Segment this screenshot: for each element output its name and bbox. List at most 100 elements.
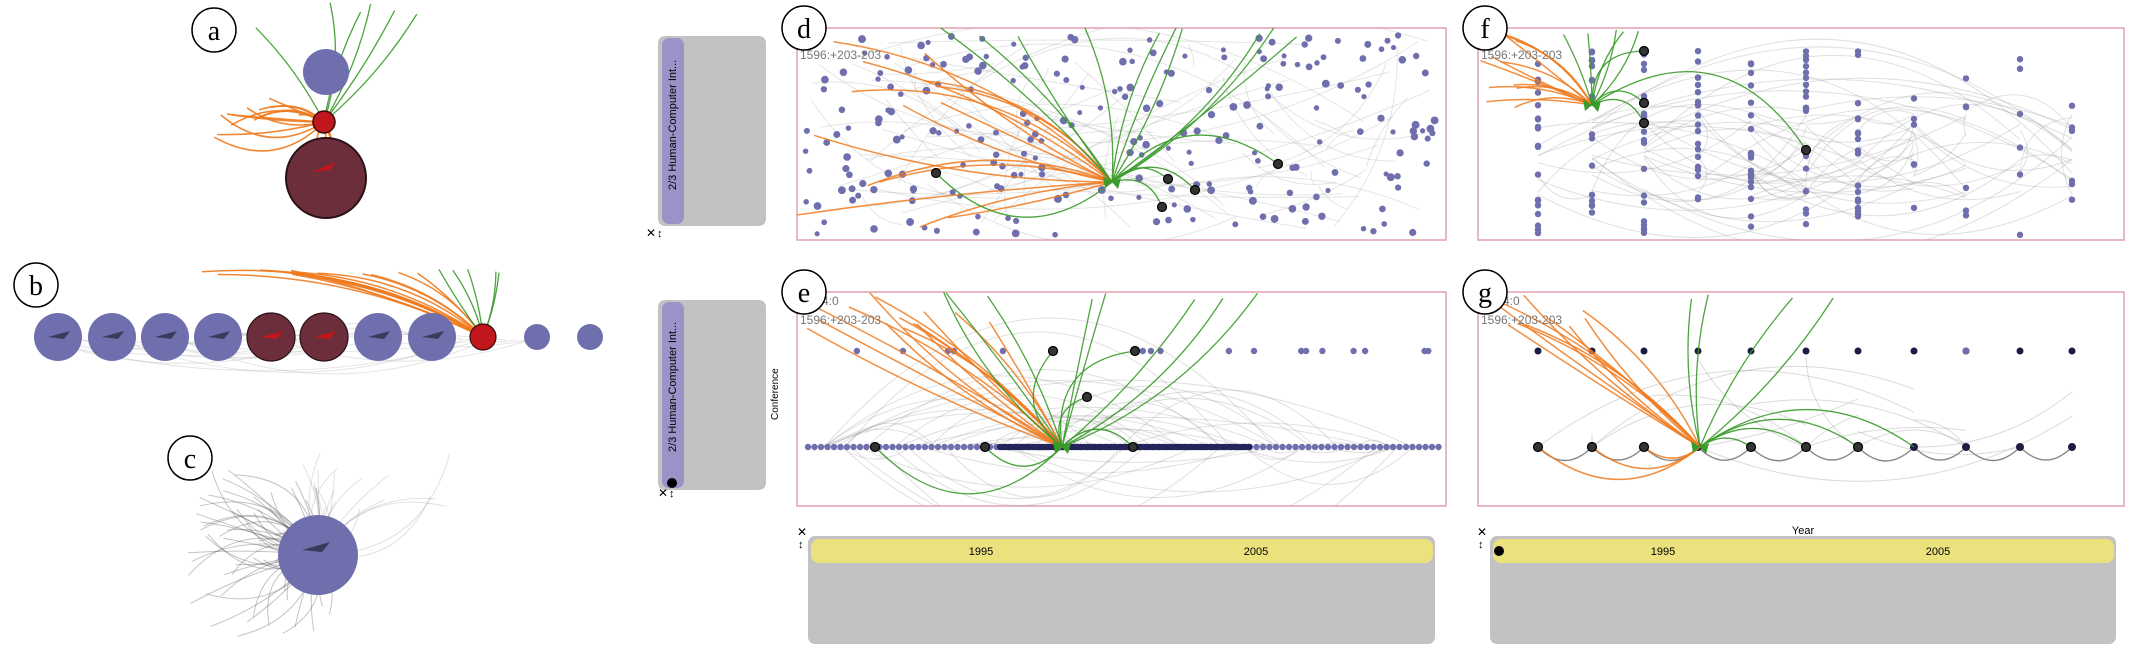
panel-e-node — [863, 444, 869, 450]
panel-f-node — [1803, 108, 1809, 114]
timeline-left-close-icon[interactable]: ✕ — [797, 525, 807, 539]
panel-d-node — [1391, 45, 1396, 50]
panel-f-node — [1589, 162, 1595, 168]
panel-d-node — [1165, 217, 1172, 224]
side-filter-top-resize-icon[interactable]: ↕ — [657, 228, 663, 240]
conference-axis-label: Conference — [770, 368, 781, 420]
panel-f-node — [1855, 100, 1861, 106]
panel-e-node — [1351, 444, 1357, 450]
side-filter-bottom-bar-text: 2/3 Human-Computer Int... — [667, 322, 679, 452]
panel-d-node — [1379, 206, 1386, 213]
panel-f-node — [1911, 95, 1917, 101]
panel-e-node — [967, 444, 973, 450]
panel-d-highlighted-node — [932, 169, 941, 178]
panel-f-node — [1695, 154, 1701, 160]
panel-d-node — [1390, 129, 1395, 134]
panel-d-node — [934, 228, 940, 234]
timeline-right-handle-icon[interactable] — [1494, 546, 1504, 556]
timeline-left[interactable]: 1995 2005 ✕ ↕ — [797, 525, 1435, 644]
panel-d-node — [922, 87, 930, 95]
panel-g-node — [1803, 348, 1810, 355]
panel-d-node — [875, 120, 882, 127]
timeline-right-close-icon[interactable]: ✕ — [1477, 525, 1487, 539]
panel-d-node — [893, 136, 901, 144]
panel-f-node — [1803, 69, 1809, 75]
panel-a: a — [192, 3, 417, 218]
panel-f-node — [1695, 128, 1701, 134]
side-filter-bottom-close-icon[interactable]: ✕ — [658, 486, 668, 500]
timeline-left-bar[interactable] — [811, 539, 1433, 563]
panel-f-node — [2017, 56, 2023, 62]
panel-g-node — [2016, 443, 2024, 451]
panel-d-highlighted-node — [1274, 160, 1283, 169]
panel-d-node — [807, 168, 813, 174]
panel-f-node — [1589, 209, 1595, 215]
panel-d-node — [1142, 141, 1150, 149]
panel-d-node — [821, 86, 827, 92]
panel-g-highlighted-node — [1640, 443, 1649, 452]
panel-d-node — [843, 153, 851, 161]
timeline-left-resize-icon[interactable]: ↕ — [798, 539, 804, 551]
panel-d-node — [1360, 55, 1367, 62]
panel-f-node — [1855, 198, 1861, 204]
panel-e-node — [1350, 348, 1356, 354]
side-filter-top[interactable]: 2/3 Human-Computer Int... ✕ ↕ — [646, 36, 766, 240]
panel-e-node — [1253, 444, 1259, 450]
panel-f-node — [1855, 147, 1861, 153]
panel-f-node — [1641, 111, 1647, 117]
panel-d-node — [846, 125, 851, 130]
side-filter-top-close-icon[interactable]: ✕ — [646, 226, 656, 240]
panel-g-highlighted-node — [1854, 443, 1863, 452]
panel-d-node — [906, 218, 914, 226]
panel-f-node — [1748, 70, 1754, 76]
panel-e-node — [1390, 444, 1396, 450]
panel-f-node — [1748, 154, 1754, 160]
panel-d-node — [1194, 127, 1201, 134]
panel-e-node — [935, 444, 941, 450]
panel-f-node — [1855, 116, 1861, 122]
panel-f-node — [1911, 116, 1917, 122]
panel-f-node — [1803, 210, 1809, 216]
panel-f-node — [1748, 82, 1754, 88]
panel-d-node — [1423, 160, 1429, 166]
panel-a-node-top — [303, 49, 349, 95]
panel-d-node — [821, 76, 829, 84]
panel-f-node — [1641, 227, 1647, 233]
panel-d-node — [1249, 197, 1257, 205]
panel-f-node — [1748, 126, 1754, 132]
timeline-right-tick-1995: 1995 — [1651, 546, 1675, 558]
panel-d-node — [840, 69, 848, 77]
panel-e-node — [850, 444, 856, 450]
panel-f-node — [1803, 165, 1809, 171]
side-filter-bottom[interactable]: 2/3 Human-Computer Int... ✕ ↕ — [658, 300, 766, 500]
timeline-right-bar[interactable] — [1493, 539, 2114, 563]
panel-d-label: d — [797, 14, 811, 45]
panel-e-overlay-line2: 1596:+203-203 — [800, 313, 881, 327]
panel-d-node — [1063, 77, 1069, 83]
panel-f-node — [1911, 122, 1917, 128]
panel-d-node — [877, 70, 883, 76]
timeline-right[interactable]: Year 1995 2005 ✕ ↕ — [1477, 525, 2116, 644]
panel-b-label: b — [29, 271, 43, 302]
panel-e-node — [961, 444, 967, 450]
panel-e-node — [1422, 444, 1428, 450]
panel-f-node — [1535, 171, 1541, 177]
panel-f-node — [1748, 213, 1754, 219]
panel-e-node — [844, 444, 850, 450]
panel-f-node — [1695, 75, 1701, 81]
panel-d-node — [1365, 81, 1371, 87]
panel-e-node — [1331, 444, 1337, 450]
panel-d-node — [1182, 54, 1187, 59]
panel-d-node — [815, 231, 820, 236]
side-filter-bottom-handle-icon[interactable] — [667, 478, 677, 488]
panel-d-node — [870, 225, 878, 233]
side-filter-bottom-resize-icon[interactable]: ↕ — [669, 488, 675, 500]
panel-d-node — [962, 56, 969, 63]
panel-d-node — [1013, 218, 1019, 224]
panel-f-node — [2017, 232, 2023, 238]
panel-d-node — [1033, 155, 1038, 160]
timeline-right-resize-icon[interactable]: ↕ — [1478, 539, 1484, 551]
panel-d-node — [966, 123, 972, 129]
panel-e-node — [1266, 444, 1272, 450]
panel-e-node — [1344, 444, 1350, 450]
